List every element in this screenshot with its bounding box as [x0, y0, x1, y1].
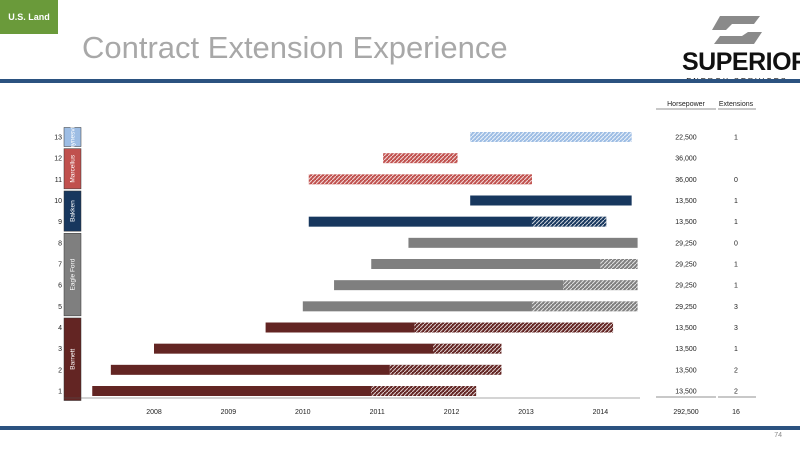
group-badge [63, 190, 82, 232]
rig-label: 8 [58, 240, 62, 247]
horsepower-value: 29,250 [675, 262, 697, 269]
logo-wordmark: SUPERIOR [682, 48, 800, 76]
rig-label: 5 [58, 304, 62, 311]
bar-hatch-overlay [531, 301, 638, 312]
logo-mark-icon [712, 16, 762, 44]
x-tick-label: 2008 [146, 409, 162, 416]
rig-label: 11 [55, 177, 62, 184]
x-tick-label: 2010 [295, 409, 311, 416]
horsepower-value: 22,500 [675, 135, 697, 142]
bar-hatch-overlay [383, 153, 458, 164]
bar-hatch-overlay [414, 322, 614, 333]
rig-label: 7 [58, 262, 62, 269]
bar-hatch-overlay [433, 343, 502, 354]
extensions-value: 1 [734, 198, 738, 205]
rig-label: 13 [54, 135, 62, 142]
extensions-value: 1 [734, 219, 738, 226]
horsepower-value: 36,000 [675, 156, 697, 163]
horsepower-value: 29,250 [675, 240, 697, 247]
horsepower-value: 13,500 [675, 198, 697, 205]
horsepower-value: 29,250 [675, 283, 697, 290]
x-tick-label: 2009 [221, 409, 237, 416]
extensions-value: 0 [734, 177, 738, 184]
extensions-value: 3 [734, 304, 738, 311]
extensions-value: 0 [734, 240, 738, 247]
footer-rule [0, 426, 800, 430]
bar-hatch-overlay [600, 259, 638, 269]
extensions-value: 2 [734, 367, 738, 374]
group-label: Bakken [70, 200, 77, 222]
extensions-value: 1 [734, 346, 738, 353]
group-label: Barnett [70, 349, 77, 370]
total-extensions: 16 [732, 409, 740, 416]
rig-label: 3 [58, 346, 62, 353]
extensions-value: 3 [734, 325, 738, 332]
horsepower-value: 36,000 [675, 177, 697, 184]
bar-segment-solid [110, 364, 390, 375]
group-label: Marcellus [70, 154, 77, 183]
horsepower-value: 13,500 [675, 346, 697, 353]
group-label: Haynesville [70, 120, 77, 154]
horsepower-value: 29,250 [675, 304, 697, 311]
page-number: 74 [774, 432, 782, 439]
bar-hatch-overlay [308, 174, 532, 185]
rig-label: 2 [58, 367, 62, 374]
x-tick-label: 2012 [444, 409, 460, 416]
group-badge [63, 233, 82, 317]
rig-label: 9 [58, 219, 62, 226]
x-tick-label: 2011 [370, 409, 385, 416]
rig-label: 12 [54, 156, 62, 163]
bar-segment-solid [408, 237, 638, 248]
section-tag: U.S. Land [0, 0, 58, 34]
group-badge [63, 317, 82, 401]
bar-segment-solid [334, 280, 564, 291]
horsepower-value: 13,500 [675, 389, 697, 396]
header-rule [0, 79, 800, 83]
bar-hatch-overlay [389, 364, 502, 375]
bar-segment-solid [371, 259, 601, 269]
rig-label: 1 [58, 389, 62, 396]
horsepower-value: 13,500 [675, 325, 697, 332]
bar-hatch-overlay [531, 216, 607, 227]
bar-hatch-overlay [470, 132, 632, 142]
group-label: Eagle Ford [70, 258, 77, 290]
extensions-value: 1 [734, 262, 738, 269]
bar-segment-solid [470, 195, 632, 206]
bar-segment-solid [265, 322, 415, 333]
x-tick-label: 2013 [518, 409, 534, 416]
column-header-horsepower: Horsepower [667, 101, 705, 108]
bar-segment-solid [154, 343, 433, 354]
rig-label: 6 [58, 283, 62, 290]
horsepower-value: 13,500 [675, 219, 697, 226]
bar-segment-solid [92, 386, 372, 396]
total-horsepower: 292,500 [673, 409, 698, 416]
bar-segment-solid [308, 216, 532, 227]
group-badge [63, 127, 82, 147]
extensions-value: 2 [734, 389, 738, 396]
horsepower-value: 13,500 [675, 367, 697, 374]
group-badge [63, 148, 82, 190]
slide-title: Contract Extension Experience [82, 30, 508, 65]
extensions-value: 1 [734, 283, 738, 290]
bar-hatch-overlay [563, 280, 638, 291]
rig-label: 4 [58, 325, 62, 332]
bar-segment-solid [302, 301, 532, 312]
extensions-value: 1 [734, 135, 738, 142]
x-tick-label: 2014 [593, 409, 609, 416]
column-header-extensions: Extensions [719, 101, 754, 108]
rig-label: 10 [54, 198, 62, 205]
bar-hatch-overlay [371, 386, 477, 396]
